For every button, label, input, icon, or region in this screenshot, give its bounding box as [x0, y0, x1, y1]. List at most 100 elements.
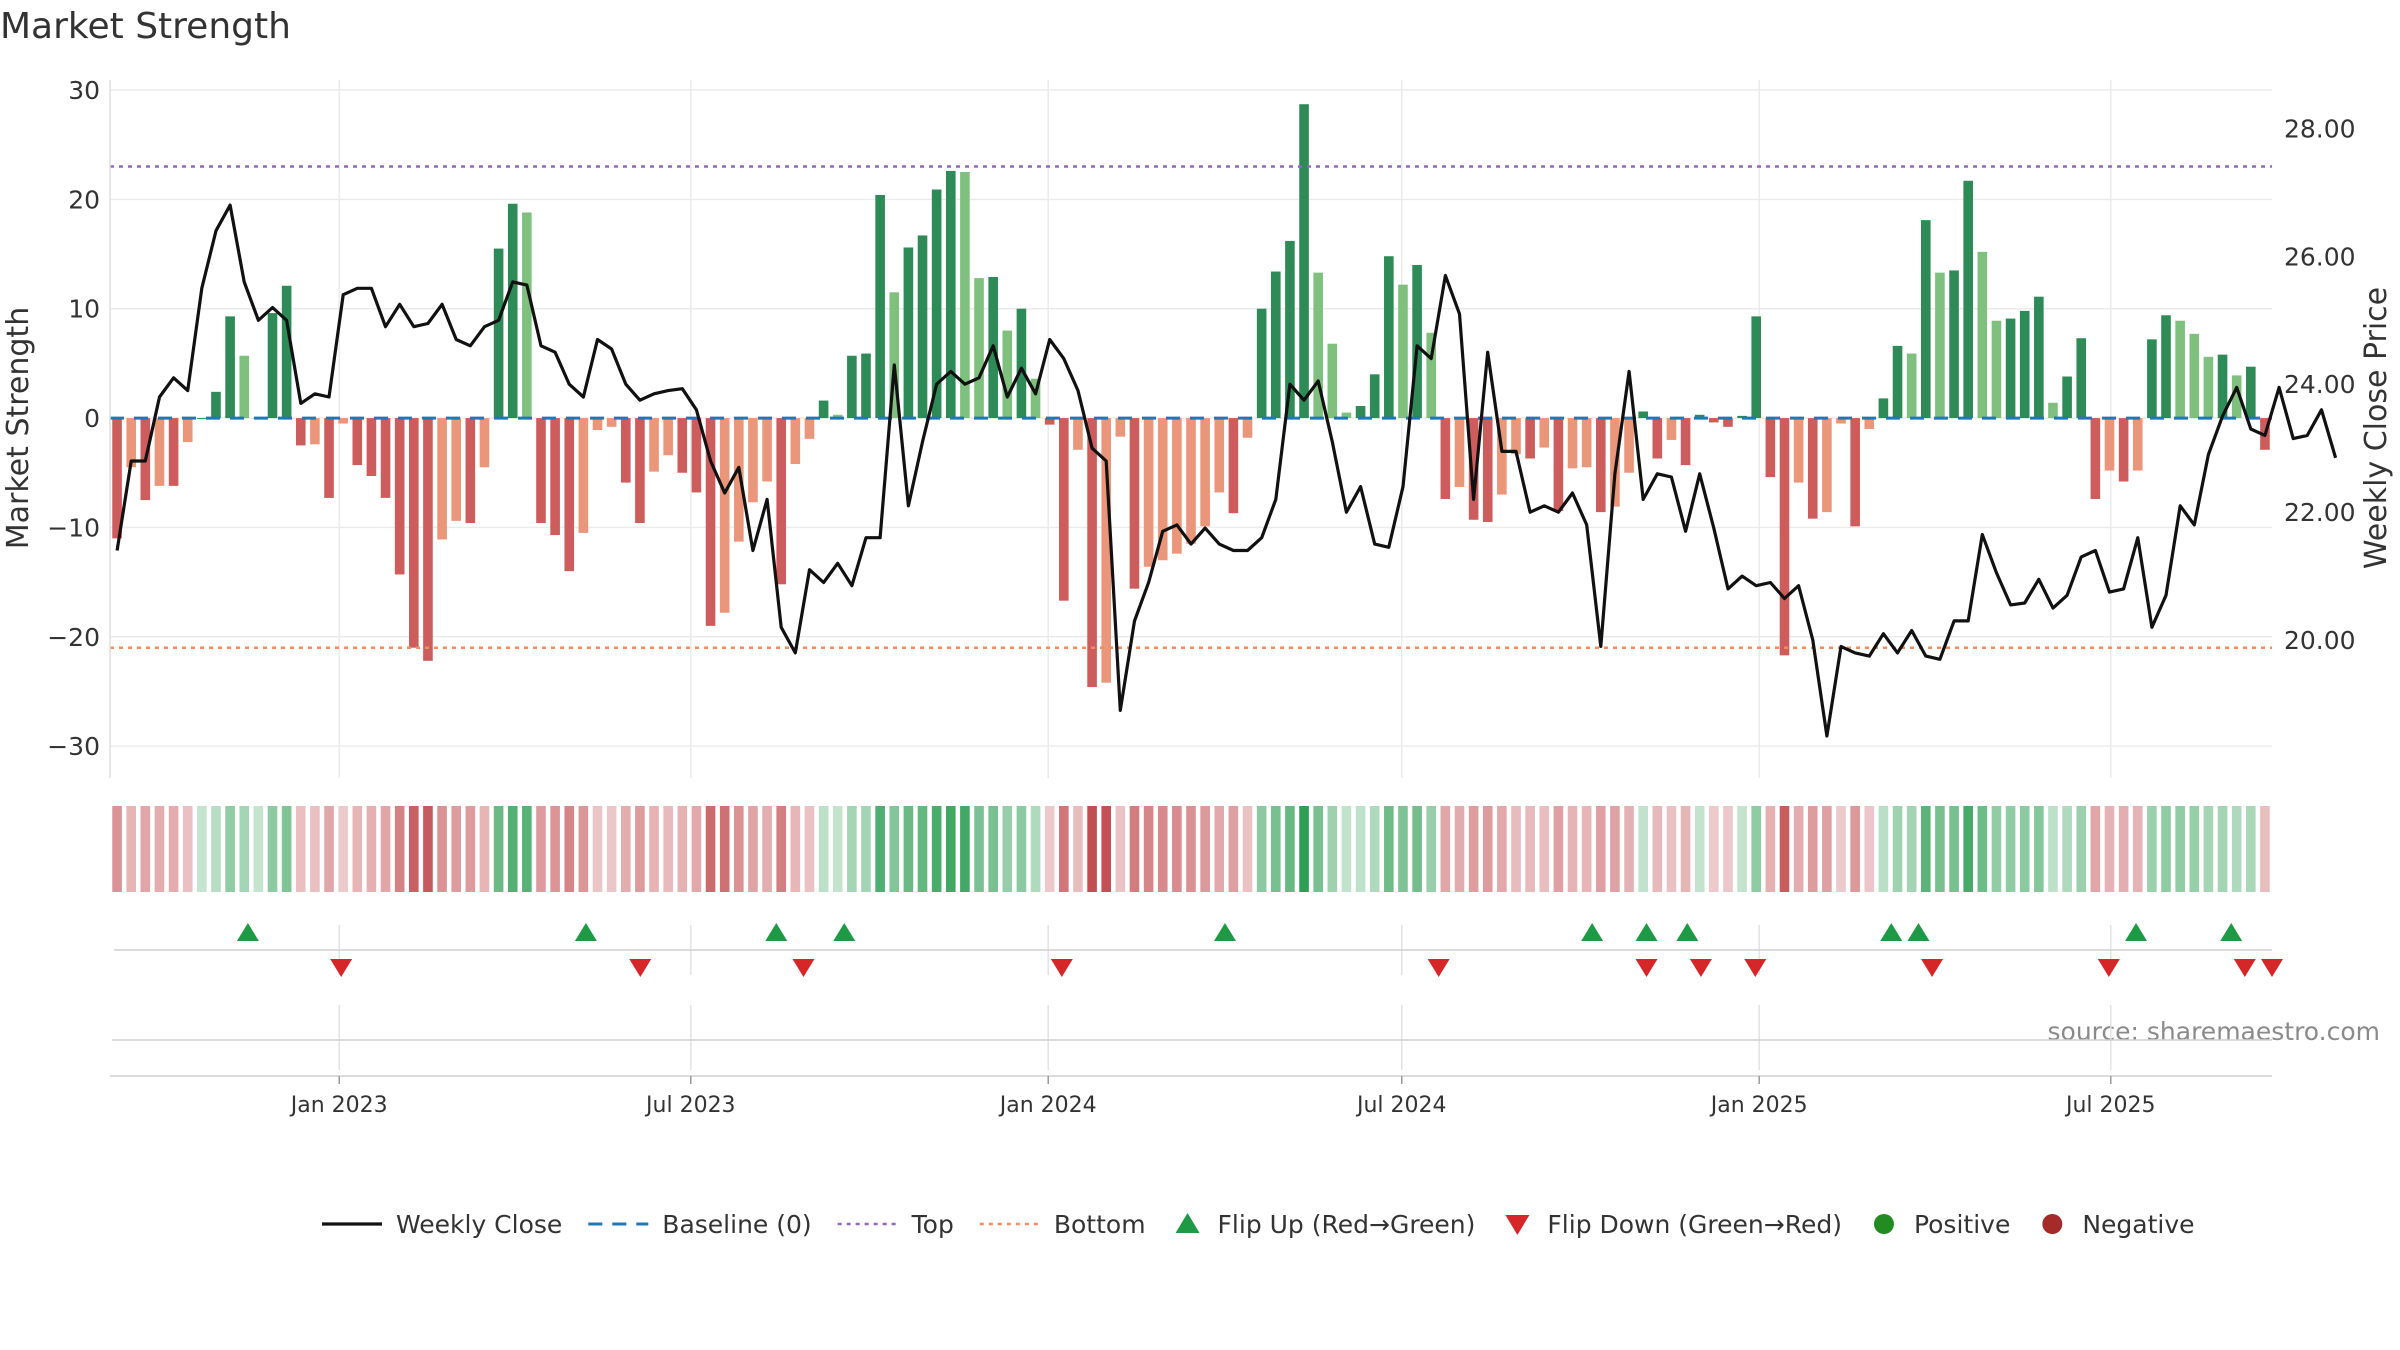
flip-down-marker	[629, 959, 652, 977]
legend-item: Flip Up (Red→Green)	[1175, 1210, 1475, 1239]
strength-bar	[1779, 418, 1790, 656]
legend-item: Weekly Close	[322, 1210, 562, 1239]
strength-bar	[606, 418, 617, 427]
strength-strip-cell	[2118, 806, 2129, 892]
strength-strip-cell	[1723, 806, 1733, 892]
strength-strip-cell	[1016, 806, 1027, 892]
strength-strip-cell	[635, 806, 645, 892]
legend-circle-icon	[1873, 1214, 1894, 1234]
y-tick-label: 30	[68, 76, 100, 105]
strength-strip-cell	[1497, 806, 1507, 892]
strength-strip-cell	[197, 806, 207, 892]
strength-strip-cell	[1595, 806, 1606, 892]
strength-strip-cell	[1341, 806, 1352, 892]
flip-markers-layer	[114, 923, 2283, 977]
strength-bar	[324, 418, 334, 498]
strength-strip-cell	[1680, 806, 1691, 892]
strength-bar	[2245, 366, 2256, 419]
strength-strip-cell	[239, 806, 250, 892]
strength-bar	[818, 400, 829, 419]
strength-strip-cell	[1836, 806, 1846, 892]
legend-label: Positive	[1914, 1210, 2010, 1239]
strength-bar	[960, 172, 970, 419]
strength-bar	[1539, 418, 1550, 448]
flip-up-marker	[1581, 923, 1604, 941]
strength-bar	[1525, 418, 1535, 459]
strength-strip-cell	[748, 806, 758, 892]
strength-bar	[2034, 296, 2044, 419]
flip-up-marker	[833, 923, 856, 941]
strength-strip-cell	[112, 806, 122, 892]
strength-strip-cell	[423, 806, 433, 892]
strength-strip-cell	[465, 806, 476, 892]
strength-strip-cell	[818, 806, 829, 892]
strength-bar	[1454, 418, 1465, 487]
strength-bar	[748, 418, 758, 503]
strength-bar	[847, 355, 857, 419]
strength-bar	[2231, 375, 2242, 419]
legend-item: Baseline (0)	[588, 1210, 812, 1239]
strength-bar	[2104, 418, 2115, 471]
y-tick-label: 0	[84, 404, 100, 433]
strength-bar	[1878, 398, 1889, 419]
strength-strip-cell	[606, 806, 617, 892]
strength-strip-cell	[1920, 806, 1931, 892]
strength-bar	[832, 414, 843, 419]
strength-strip-cell	[592, 806, 603, 892]
strength-bar	[1242, 418, 1253, 438]
strength-bar	[2019, 310, 2030, 419]
legend-flip-up-icon	[1175, 1213, 1200, 1233]
strength-strip-cell	[1313, 806, 1323, 892]
strength-strip-cell	[1270, 806, 1281, 892]
strength-strip-cell	[1059, 806, 1069, 892]
legend-label: Top	[911, 1210, 954, 1239]
strength-strip-cell	[536, 806, 546, 892]
x-tick-label: Jan 2024	[998, 1093, 1097, 1118]
strength-strip-cell	[974, 806, 984, 892]
strength-bar	[2090, 418, 2101, 499]
strength-bar	[1341, 412, 1352, 419]
strength-strip-cell	[1751, 806, 1762, 892]
legend-label: Negative	[2082, 1210, 2194, 1239]
strength-bar	[1398, 284, 1408, 419]
y2-axis-label: Weekly Close Price	[2359, 287, 2394, 569]
flip-down-marker	[330, 959, 353, 977]
strength-strip-cell	[804, 806, 815, 892]
flip-down-marker	[2261, 959, 2283, 977]
strength-strip-cell	[1412, 806, 1422, 892]
y2-tick-label: 22.00	[2284, 498, 2356, 527]
strength-bar	[1002, 330, 1013, 419]
strength-bar	[1680, 418, 1691, 466]
strength-bar	[295, 418, 306, 446]
strength-strip-cell	[1539, 806, 1550, 892]
strength-strip-cell	[2005, 806, 2016, 892]
strength-bar	[790, 418, 801, 464]
strength-strip-cell	[903, 806, 914, 892]
strength-strip-cell	[1101, 806, 1112, 892]
strength-bar	[168, 418, 179, 486]
x-tick-label: Jan 2025	[1709, 1093, 1808, 1118]
y-tick-label: 10	[68, 295, 100, 324]
strength-strip-cell	[1398, 806, 1408, 892]
strength-strip-cell	[140, 806, 151, 892]
strength-strip-cell	[875, 806, 885, 892]
strength-bar	[1087, 418, 1097, 688]
close-line-layer	[115, 203, 2338, 738]
strength-strip-cell	[677, 806, 688, 892]
strength-bar	[225, 316, 235, 419]
strength-bar	[1595, 418, 1606, 513]
strength-strip-cell	[1822, 806, 1832, 892]
strength-bar	[2005, 318, 2016, 419]
strength-strip-cell	[493, 806, 504, 892]
strength-bar	[1864, 418, 1875, 429]
legend-item: Top	[837, 1210, 954, 1239]
strength-bar	[366, 418, 377, 477]
strength-bar	[663, 418, 673, 456]
strength-strip-cell	[2048, 806, 2058, 892]
strength-bar	[1186, 418, 1196, 544]
strength-bar	[974, 278, 984, 419]
strength-strip-cell	[1200, 806, 1210, 892]
strength-bar	[522, 212, 532, 419]
strength-strip-cell	[352, 806, 363, 892]
strength-bar	[197, 418, 207, 420]
